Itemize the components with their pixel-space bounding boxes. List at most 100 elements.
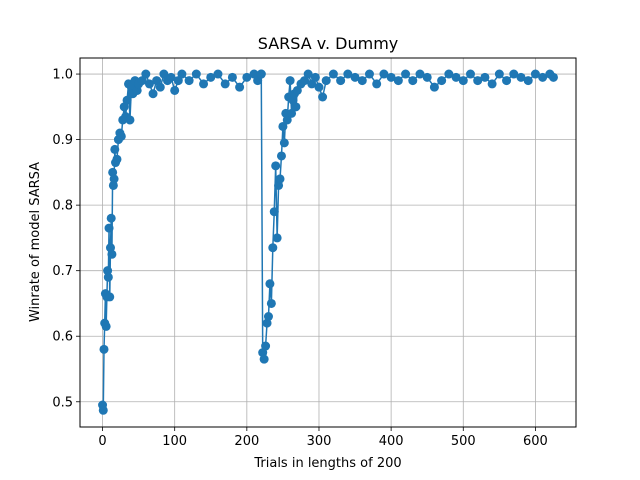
data-point [110,144,120,154]
x-axis-label: Trials in lengths of 200 [253,456,401,471]
y-tick-label: 0.8 [52,199,73,214]
y-tick-label: 0.9 [52,133,73,148]
grid [80,58,576,427]
y-axis-label: Winrate of model SARSA [28,162,43,322]
data-point [364,69,374,79]
plot-frame [79,57,577,428]
data-point [148,89,158,99]
data-point [256,69,266,79]
data-point [104,223,114,233]
data-point [494,69,504,79]
data-point [310,72,320,82]
data-point [103,266,113,276]
data-point [103,272,113,282]
data-point [357,76,367,86]
data-point [303,69,313,79]
data-point [263,312,273,322]
data-point [275,174,285,184]
x-tick-label: 0 [98,434,106,449]
y-tick-label: 0.5 [52,395,73,410]
data-point [235,82,245,92]
data-point [379,69,389,79]
data-point [321,76,331,86]
data-point [314,82,324,92]
data-point [509,69,519,79]
data-point [159,69,169,79]
data-point [116,131,126,141]
data-point [107,249,117,259]
data-point [523,76,533,86]
data-point [393,76,403,86]
data-point [291,102,301,112]
data-point [242,72,252,82]
data-point [458,76,468,86]
data-point [152,76,162,86]
data-point [287,108,297,118]
data-point [261,341,271,351]
data-point [429,82,439,92]
data-point [473,76,483,86]
data-point [170,85,180,95]
data-point [350,72,360,82]
data-point [516,72,526,82]
data-point [328,69,338,79]
chart-title: SARSA v. Dummy [258,34,399,53]
data-point [408,76,418,86]
data-point [285,76,295,86]
data-point [538,72,548,82]
data-point [206,72,216,82]
data-point [253,76,263,86]
data-point [98,405,108,415]
data-point [184,76,194,86]
data-point [109,174,119,184]
x-tick-label: 600 [523,434,548,449]
data-point [276,151,286,161]
data-point [444,69,454,79]
x-tick-label: 100 [162,434,187,449]
data-point [282,115,292,125]
data-point [213,69,223,79]
data-point [137,76,147,86]
data-point [220,79,230,89]
data-point [122,95,132,105]
data-point [101,321,111,331]
data-point [106,213,116,223]
data-point [307,79,317,89]
series-line [260,73,554,360]
data-point [177,69,187,79]
y-tick-label: 0.7 [52,264,73,279]
data-point [125,115,135,125]
data-point [269,207,279,217]
data-point [199,79,209,89]
data-point [271,161,281,171]
data-point [343,69,353,79]
data-point [166,72,176,82]
data-point [451,72,461,82]
data-point [318,92,328,102]
data-point [372,79,382,89]
data-point [530,69,540,79]
data-point [415,69,425,79]
data-point [487,79,497,89]
data-point [112,154,122,164]
x-tick-label: 200 [234,434,259,449]
data-point [278,121,288,131]
data-point [105,292,115,302]
data-point [227,72,237,82]
y-tick-label: 0.6 [52,330,73,345]
data-point [300,76,310,86]
series-line [101,73,262,412]
data-point [336,76,346,86]
data-point [386,72,396,82]
data-series [98,69,558,415]
data-point [191,69,201,79]
data-point [502,76,512,86]
y-tick-label: 1.0 [52,68,73,83]
data-point [249,69,259,79]
data-point [141,69,151,79]
data-point [279,138,289,148]
data-point [99,344,109,354]
data-point [268,243,278,253]
data-point [480,72,490,82]
